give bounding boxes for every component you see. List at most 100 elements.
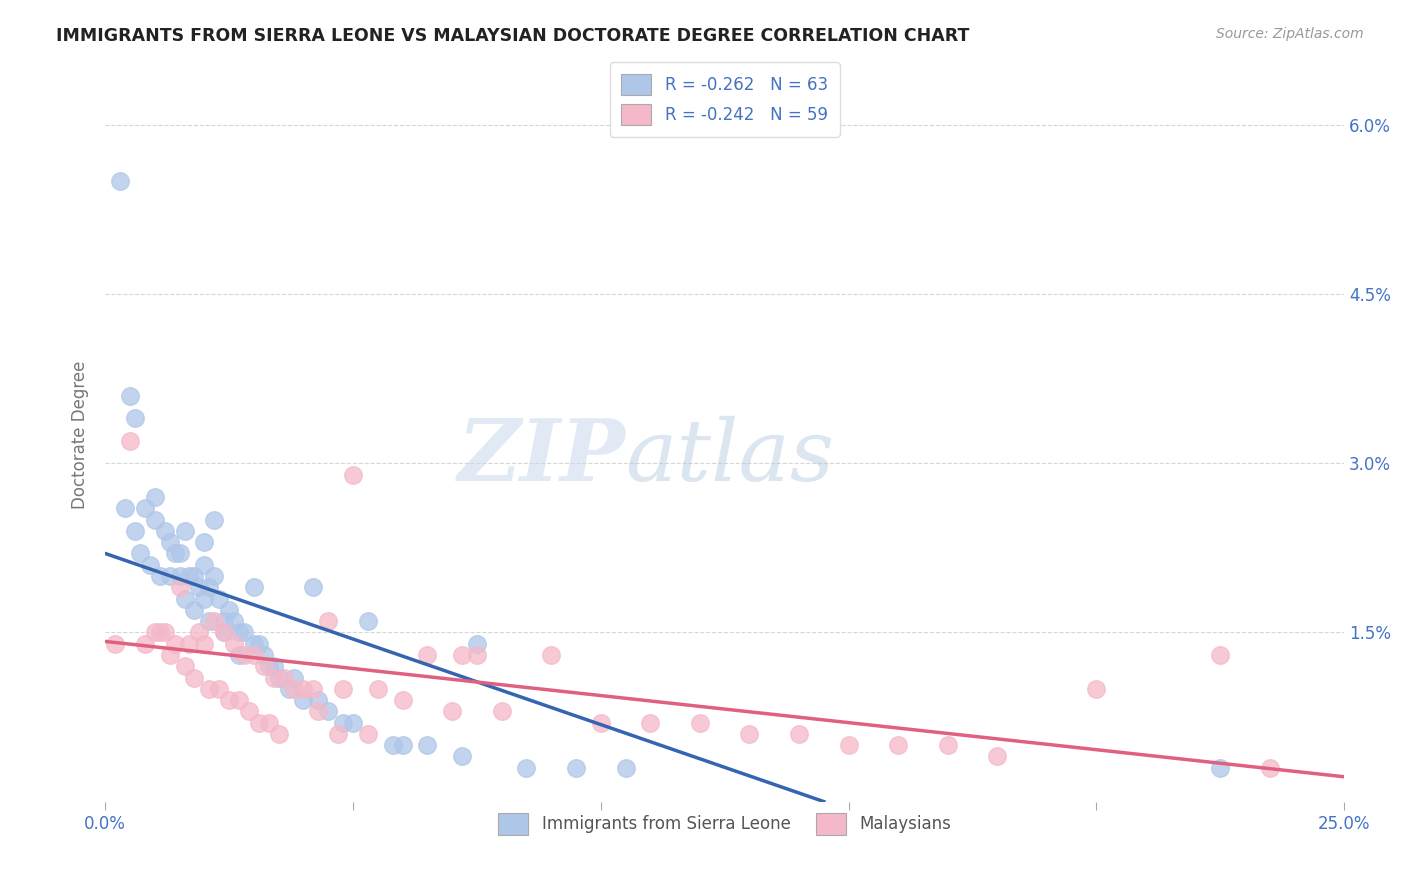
Point [228, 693, 250, 707]
Point [292, 693, 315, 707]
Point [515, 761, 537, 775]
Point [257, 659, 280, 673]
Point [267, 671, 290, 685]
Point [263, 659, 285, 673]
Point [139, 558, 162, 572]
Point [441, 704, 464, 718]
Point [243, 648, 266, 662]
Point [202, 569, 225, 583]
Point [243, 637, 266, 651]
Point [451, 749, 474, 764]
Point [212, 614, 235, 628]
Point [787, 727, 810, 741]
Point [273, 671, 295, 685]
Point [342, 467, 364, 482]
Point [104, 637, 127, 651]
Point [153, 524, 176, 538]
Point [198, 681, 221, 696]
Text: IMMIGRANTS FROM SIERRA LEONE VS MALAYSIAN DOCTORATE DEGREE CORRELATION CHART: IMMIGRANTS FROM SIERRA LEONE VS MALAYSIA… [56, 27, 970, 45]
Point [614, 761, 637, 775]
Point [228, 648, 250, 662]
Point [228, 625, 250, 640]
Point [391, 693, 413, 707]
Text: atlas: atlas [626, 416, 835, 499]
Point [233, 648, 256, 662]
Point [212, 625, 235, 640]
Point [302, 580, 325, 594]
Point [332, 681, 354, 696]
Point [887, 738, 910, 752]
Point [263, 671, 285, 685]
Point [183, 603, 205, 617]
Point [169, 580, 191, 594]
Point [159, 648, 181, 662]
Point [163, 637, 186, 651]
Point [143, 513, 166, 527]
Point [193, 535, 215, 549]
Point [283, 681, 305, 696]
Point [451, 648, 474, 662]
Point [357, 614, 380, 628]
Point [202, 614, 225, 628]
Text: Source: ZipAtlas.com: Source: ZipAtlas.com [1216, 27, 1364, 41]
Point [218, 693, 240, 707]
Point [183, 569, 205, 583]
Point [640, 715, 662, 730]
Point [143, 625, 166, 640]
Point [316, 704, 339, 718]
Point [124, 524, 146, 538]
Point [307, 704, 329, 718]
Point [173, 524, 195, 538]
Point [179, 569, 201, 583]
Point [173, 659, 195, 673]
Legend: Immigrants from Sierra Leone, Malaysians: Immigrants from Sierra Leone, Malaysians [488, 803, 960, 845]
Point [257, 715, 280, 730]
Point [114, 501, 136, 516]
Text: ZIP: ZIP [458, 416, 626, 499]
Point [193, 558, 215, 572]
Point [465, 637, 488, 651]
Point [416, 648, 439, 662]
Point [169, 569, 191, 583]
Point [1209, 648, 1232, 662]
Point [243, 580, 266, 594]
Point [381, 738, 404, 752]
Point [738, 727, 761, 741]
Point [108, 174, 131, 188]
Point [198, 614, 221, 628]
Point [1258, 761, 1281, 775]
Y-axis label: Doctorate Degree: Doctorate Degree [72, 361, 89, 509]
Point [193, 637, 215, 651]
Point [391, 738, 413, 752]
Point [565, 761, 588, 775]
Point [222, 637, 245, 651]
Point [367, 681, 389, 696]
Point [208, 591, 231, 606]
Point [143, 490, 166, 504]
Point [277, 681, 299, 696]
Point [357, 727, 380, 741]
Point [183, 671, 205, 685]
Point [173, 591, 195, 606]
Point [149, 625, 172, 640]
Point [253, 648, 276, 662]
Point [159, 569, 181, 583]
Point [159, 535, 181, 549]
Point [198, 580, 221, 594]
Point [247, 637, 270, 651]
Point [465, 648, 488, 662]
Point [307, 693, 329, 707]
Point [838, 738, 860, 752]
Point [163, 546, 186, 560]
Point [491, 704, 513, 718]
Point [292, 681, 315, 696]
Point [179, 637, 201, 651]
Point [238, 704, 260, 718]
Point [149, 569, 172, 583]
Point [188, 580, 211, 594]
Point [986, 749, 1008, 764]
Point [247, 715, 270, 730]
Point [253, 659, 276, 673]
Point [267, 727, 290, 741]
Point [153, 625, 176, 640]
